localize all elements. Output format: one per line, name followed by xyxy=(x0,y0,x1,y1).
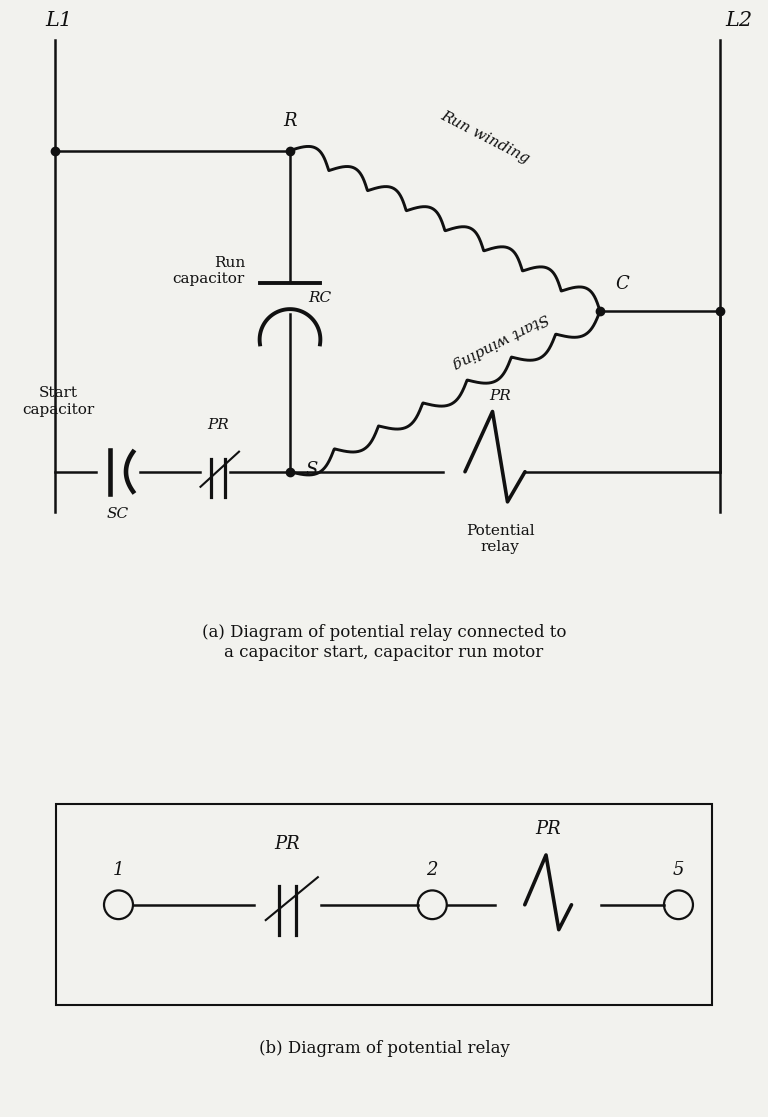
Text: Start
capacitor: Start capacitor xyxy=(22,386,94,417)
Text: PR: PR xyxy=(207,418,229,431)
Text: 5: 5 xyxy=(673,861,684,879)
Text: PR: PR xyxy=(275,836,300,853)
Text: (b) Diagram of potential relay: (b) Diagram of potential relay xyxy=(259,1040,509,1057)
Text: SC: SC xyxy=(107,507,129,521)
Text: R: R xyxy=(283,113,296,131)
Text: L2: L2 xyxy=(725,11,752,30)
Text: C: C xyxy=(615,275,629,293)
Text: Run winding: Run winding xyxy=(439,108,531,165)
Text: Potential
relay: Potential relay xyxy=(465,524,535,554)
Text: PR: PR xyxy=(489,390,511,403)
Text: Start winding: Start winding xyxy=(450,311,551,371)
Text: S: S xyxy=(305,460,317,479)
Text: Run
capacitor: Run capacitor xyxy=(173,256,245,286)
Text: PR: PR xyxy=(535,820,561,838)
Text: (a) Diagram of potential relay connected to
a capacitor start, capacitor run mot: (a) Diagram of potential relay connected… xyxy=(202,624,566,660)
Text: L1: L1 xyxy=(45,11,72,30)
Text: 2: 2 xyxy=(426,861,438,879)
Text: RC: RC xyxy=(308,292,331,305)
Text: 1: 1 xyxy=(113,861,124,879)
